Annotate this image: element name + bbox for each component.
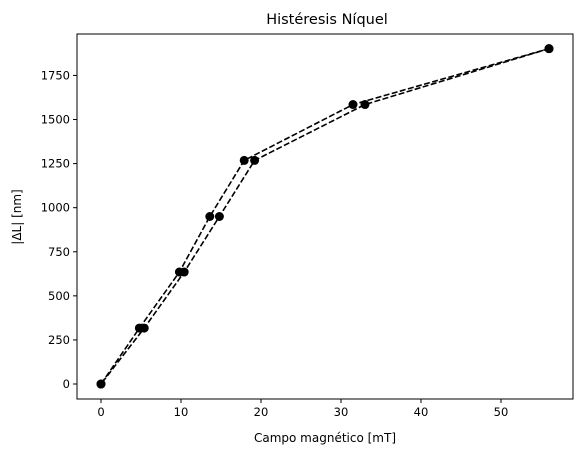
- data-point: [179, 267, 189, 277]
- y-tick-label: 1250: [41, 157, 70, 171]
- plot-frame: [76, 33, 574, 400]
- y-tick-label: 500: [48, 289, 70, 303]
- data-point: [239, 155, 249, 165]
- x-tick-label: 0: [97, 405, 104, 419]
- x-tick-label: 20: [254, 405, 269, 419]
- x-tick-label: 40: [414, 405, 429, 419]
- data-point: [348, 100, 358, 110]
- x-axis-label: Campo magnético [mT]: [254, 431, 396, 445]
- y-tick-label: 1750: [41, 68, 70, 82]
- data-point: [544, 44, 554, 54]
- data-point: [139, 323, 149, 333]
- data-point: [360, 100, 370, 110]
- x-tick-label: 30: [334, 405, 349, 419]
- series-line-1: [100, 47, 550, 385]
- data-point: [250, 155, 260, 165]
- y-axis-label: |ΔL| [nm]: [10, 189, 24, 244]
- data-point: [96, 379, 106, 389]
- x-tick-label: 10: [174, 405, 189, 419]
- y-tick-label: 1000: [41, 201, 70, 215]
- data-point: [205, 212, 215, 221]
- y-tick-label: 1500: [41, 113, 70, 127]
- plot-marks: [96, 44, 554, 389]
- data-point: [214, 212, 224, 221]
- series-line-2: [100, 47, 550, 385]
- x-tick-label: 50: [494, 405, 509, 419]
- y-tick-label: 250: [48, 333, 70, 347]
- chart-title: Histéresis Níquel: [266, 12, 388, 28]
- y-tick-label: 0: [63, 377, 70, 391]
- y-tick-label: 750: [48, 245, 70, 259]
